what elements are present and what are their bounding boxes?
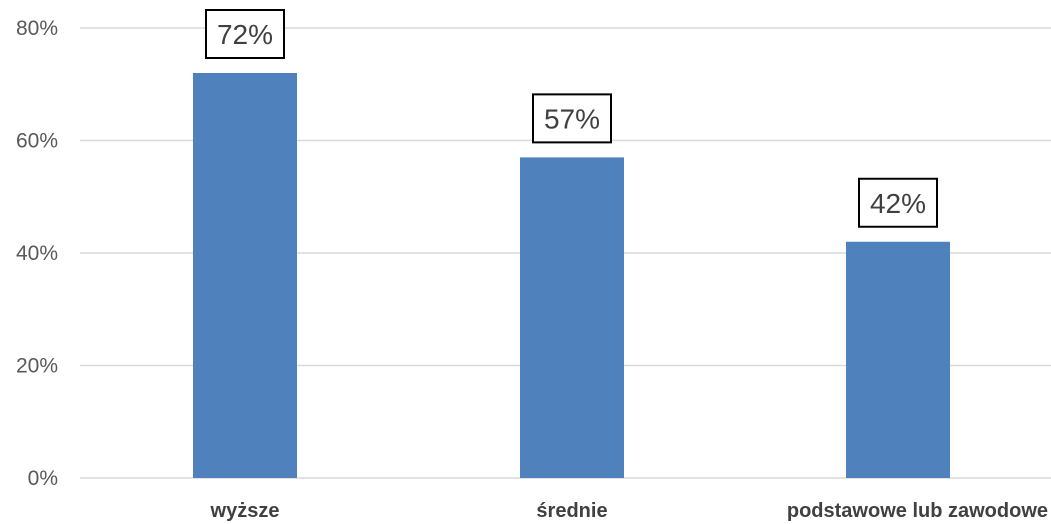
y-tick-label-1: 20% <box>16 355 58 378</box>
data-label-box-0 <box>205 9 285 59</box>
y-tick-label-0: 0% <box>28 467 58 490</box>
data-label-box-1 <box>532 93 612 144</box>
category-label-0: wyższe <box>210 500 280 522</box>
bar-2 <box>846 241 950 478</box>
bars <box>193 73 950 478</box>
y-tick-label-3: 60% <box>16 130 58 153</box>
bar-1 <box>520 157 624 478</box>
data-labels: 72% 57% 42% <box>205 9 938 228</box>
data-label-2: 42% <box>870 188 926 219</box>
category-label-2: podstawowe lub zawodowe <box>787 500 1048 522</box>
bar-0 <box>193 73 297 478</box>
data-label-0: 72% <box>217 19 273 50</box>
category-label-1: średnie <box>536 500 607 522</box>
data-label-1: 57% <box>544 103 600 134</box>
y-tick-label-2: 40% <box>16 242 58 265</box>
data-label-box-2 <box>858 177 938 228</box>
y-tick-label-4: 80% <box>16 17 58 40</box>
y-axis-tick-labels: 0% 20% 40% 60% 80% <box>16 17 58 490</box>
x-axis-category-labels: wyższe średnie podstawowe lub zawodowe <box>210 500 1048 522</box>
